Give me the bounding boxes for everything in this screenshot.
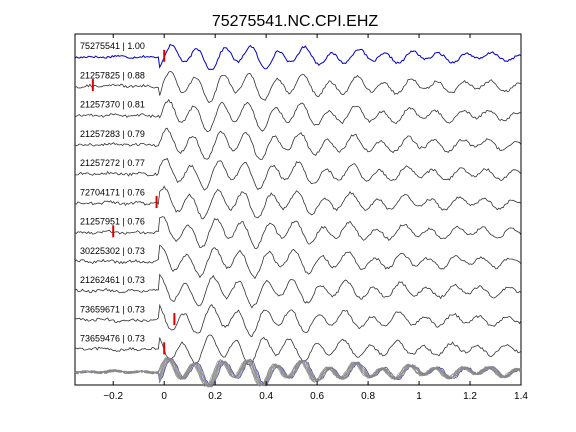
- plot-frame: [74, 33, 522, 386]
- trace-line-7: [74, 244, 522, 280]
- trace-line-1: [74, 70, 522, 103]
- x-tick-label-6: 1: [416, 391, 422, 402]
- trace-label-4: 21257272 | 0.77: [80, 158, 145, 168]
- trace-label-9: 73659671 | 0.73: [80, 304, 145, 314]
- x-tick-label-8: 1.4: [514, 391, 528, 402]
- x-tick-label-3: 0.4: [259, 391, 273, 402]
- stack-group: [74, 356, 522, 388]
- trace-label-3: 21257283 | 0.79: [80, 129, 145, 139]
- chart-title: 75275541.NC.CPI.EHZ: [212, 13, 379, 30]
- trace-line-5: [74, 185, 522, 220]
- trace-label-6: 21257951 | 0.76: [80, 217, 145, 227]
- trace-line-9: [74, 303, 522, 338]
- pick-marker-group: [91, 49, 176, 355]
- x-axis: −0.2 0 0.2 0.4 0.6 0.8 1 1.2 1.4: [103, 34, 528, 402]
- trace-label-8: 21262461 | 0.73: [80, 275, 145, 285]
- trace-group: [74, 43, 522, 366]
- x-tick-label-2: 0.2: [208, 391, 222, 402]
- x-tick-label-4: 0.6: [310, 391, 324, 402]
- trace-label-2: 21257370 | 0.81: [80, 100, 145, 110]
- trace-line-3: [74, 127, 522, 161]
- trace-label-10: 73659476 | 0.73: [80, 334, 145, 344]
- x-tick-label-1: 0: [161, 391, 167, 402]
- trace-line-8: [74, 273, 522, 309]
- trace-label-group: 75275541 | 1.00 21257825 | 0.88 21257370 |…: [80, 41, 145, 344]
- x-tick-label-0: −0.2: [103, 391, 123, 402]
- x-tick-label-7: 1.2: [463, 391, 477, 402]
- trace-label-0: 75275541 | 1.00: [80, 41, 145, 51]
- trace-line-4: [75, 157, 522, 191]
- trace-label-1: 21257825 | 0.88: [80, 70, 145, 80]
- trace-line-6: [74, 216, 522, 250]
- trace-label-5: 72704171 | 0.76: [80, 187, 145, 197]
- trace-label-7: 30225302 | 0.73: [80, 246, 145, 256]
- stack-line-10: [74, 356, 522, 388]
- x-tick-label-5: 0.8: [361, 391, 375, 402]
- trace-line-10: [74, 334, 522, 366]
- trace-line-0: [74, 43, 522, 70]
- trace-line-2: [74, 98, 522, 133]
